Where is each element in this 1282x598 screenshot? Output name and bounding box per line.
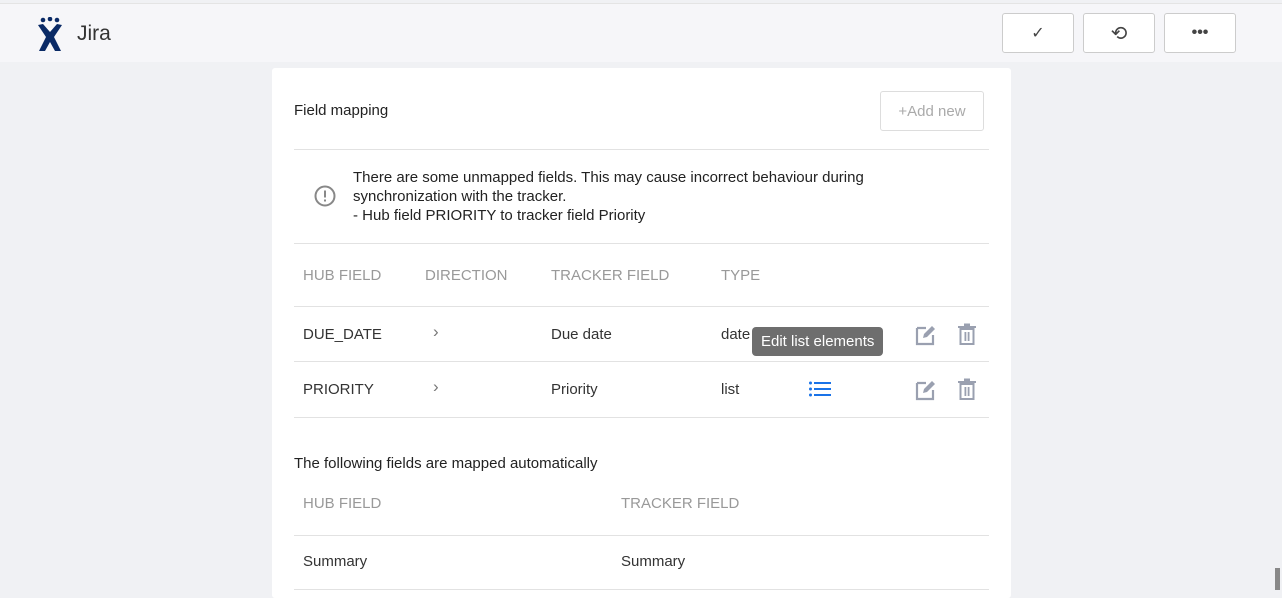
header-hub-field: HUB FIELD <box>303 495 382 512</box>
chevron-right-icon: › <box>433 322 439 341</box>
divider <box>294 149 989 150</box>
field-mapping-card: Field mapping +Add new There are some un… <box>272 68 1011 598</box>
tracker-field: Due date <box>551 326 612 343</box>
delete-icon[interactable] <box>957 378 977 400</box>
app-title: Jira <box>77 22 111 45</box>
add-new-button[interactable]: +Add new <box>880 91 984 131</box>
warning-icon <box>314 185 336 207</box>
warning-line: There are some unmapped fields. This may… <box>353 169 864 186</box>
top-bar: Jira ✓ ⟲ ••• <box>0 3 1282 62</box>
scrollbar[interactable] <box>1275 568 1280 590</box>
header-hub-field: HUB FIELD <box>303 267 382 284</box>
edit-icon[interactable] <box>915 379 937 401</box>
undo-icon: ⟲ <box>1110 22 1128 45</box>
confirm-button[interactable]: ✓ <box>1002 13 1074 53</box>
warning-line: synchronization with the tracker. <box>353 188 567 205</box>
reset-button[interactable]: ⟲ <box>1083 13 1155 53</box>
tooltip: Edit list elements <box>752 327 884 356</box>
auto-mapped-title: The following fields are mapped automati… <box>294 455 598 472</box>
hub-field: PRIORITY <box>303 381 374 398</box>
more-icon: ••• <box>1191 24 1209 41</box>
chevron-right-icon: › <box>433 377 439 396</box>
hub-field: DUE_DATE <box>303 326 382 343</box>
header-direction: DIRECTION <box>425 267 508 284</box>
jira-logo <box>38 17 62 51</box>
header-type: TYPE <box>721 267 761 284</box>
list-icon[interactable] <box>809 381 831 397</box>
divider <box>294 417 989 418</box>
divider <box>294 243 989 244</box>
type: list <box>721 381 740 398</box>
divider <box>294 361 989 362</box>
warning-line: - Hub field PRIORITY to tracker field Pr… <box>353 207 646 224</box>
check-icon: ✓ <box>1031 25 1045 42</box>
tracker-field: Summary <box>621 553 686 570</box>
header-tracker-field: TRACKER FIELD <box>621 495 740 512</box>
header-tracker-field: TRACKER FIELD <box>551 267 670 284</box>
edit-icon[interactable] <box>915 324 937 346</box>
more-button[interactable]: ••• <box>1164 13 1236 53</box>
unmapped-warning: There are some unmapped fields. This may… <box>353 168 864 225</box>
divider <box>294 535 989 536</box>
card-title: Field mapping <box>294 102 389 119</box>
delete-icon[interactable] <box>957 323 977 345</box>
hub-field: Summary <box>303 553 368 570</box>
divider <box>294 306 989 307</box>
type: date <box>721 326 751 343</box>
tracker-field: Priority <box>551 381 598 398</box>
